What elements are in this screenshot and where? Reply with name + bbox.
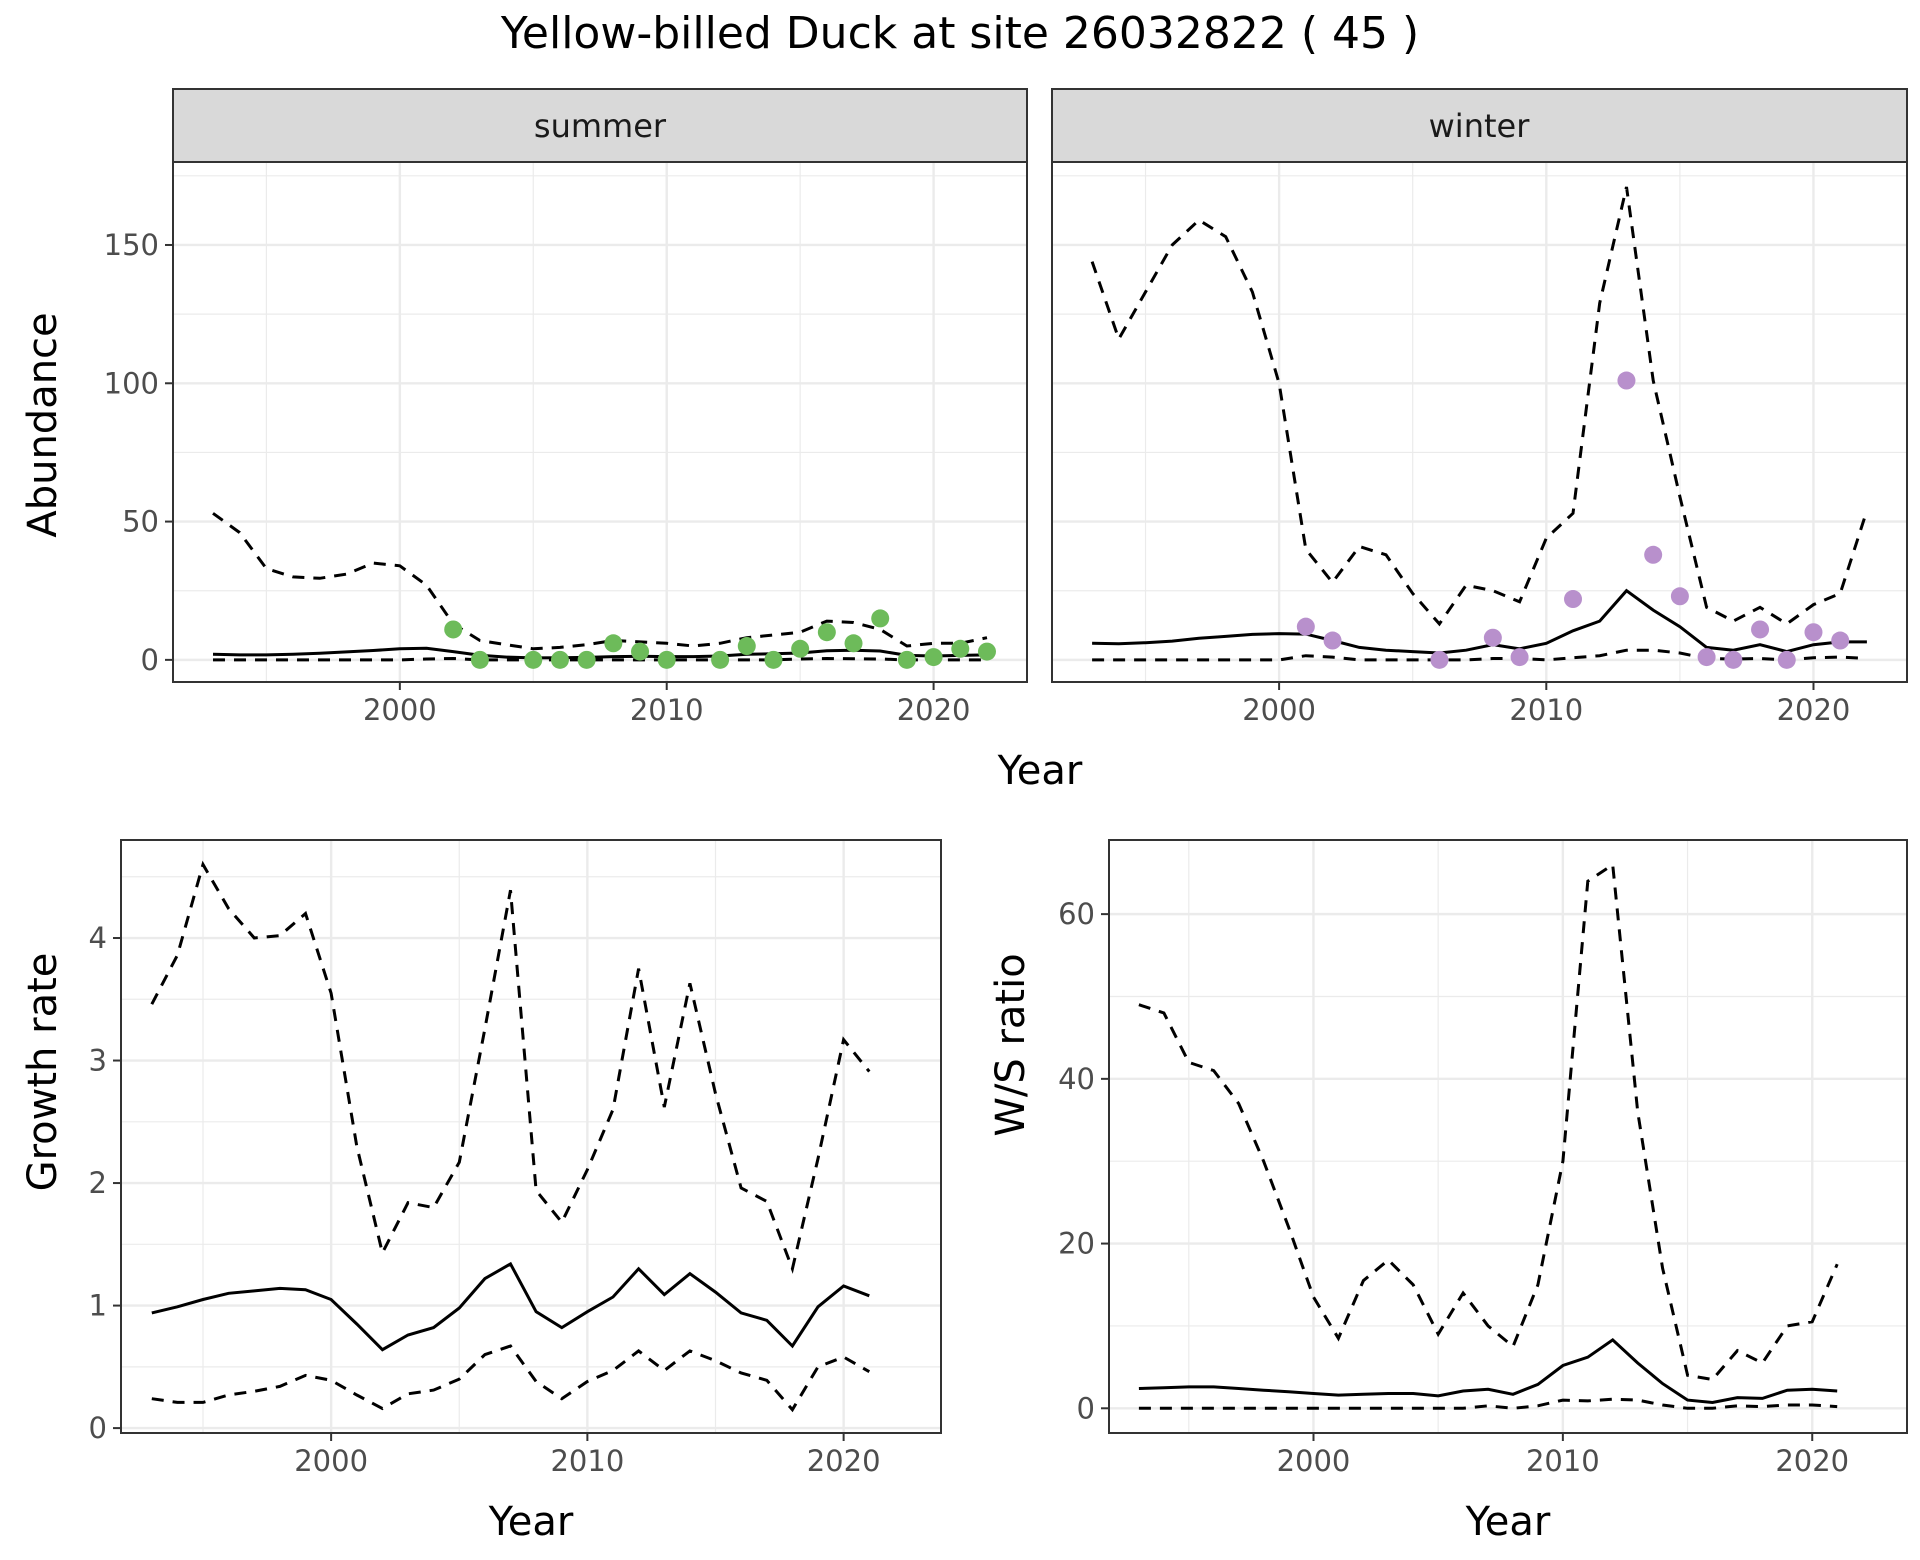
y-tick-label: 0	[1077, 1391, 1095, 1425]
upper-bound-line	[1138, 862, 1839, 1382]
abundance-chart: summer 2000 2010 2020 0 50 100 150 winter 2000…	[20, 88, 1908, 794]
observed-count-point	[1644, 545, 1663, 564]
upper-bound-line	[1090, 186, 1869, 627]
observed-count-point	[1483, 628, 1502, 647]
observed-count-point	[1777, 650, 1796, 669]
x-tick-label: 2000	[363, 693, 437, 727]
x-tick-label: 2020	[897, 693, 971, 727]
observed-count-point	[1670, 587, 1689, 606]
x-tick-label: 2000	[294, 1444, 368, 1478]
winter-strip	[1051, 88, 1908, 163]
median-line	[1138, 1337, 1838, 1405]
median-line	[151, 1261, 870, 1352]
upper-bound-line	[212, 512, 988, 651]
y-tick-label: 4	[89, 921, 107, 955]
y-tick-label: 20	[1058, 1227, 1095, 1261]
y-tick-label: 1	[89, 1289, 107, 1323]
observed-count-point	[951, 639, 970, 658]
ratio-y-axis-title: W/S ratio	[988, 953, 1034, 1136]
median-line	[1092, 588, 1867, 655]
y-tick-label: 0	[89, 1411, 107, 1445]
abundance-y-axis-title: Abundance	[20, 312, 66, 537]
y-tick-label: 2	[89, 1166, 107, 1200]
x-tick-label: 2010	[1509, 693, 1583, 727]
summer-plot-area: 2000 2010 2020 0 50 100 150	[104, 161, 1028, 727]
lower-bound-line	[1138, 1397, 1838, 1410]
x-tick-label: 2010	[630, 693, 704, 727]
winter-panel: winter 2000 2010 2020	[1051, 88, 1908, 727]
upper-bound-line	[150, 860, 871, 1274]
observed-count-point	[897, 650, 916, 669]
y-tick-label: 150	[104, 228, 159, 262]
observed-count-point	[871, 609, 890, 628]
lower-bound-line	[151, 1344, 871, 1413]
x-tick-label: 2010	[550, 1444, 624, 1478]
abundance-x-axis-title: Year	[997, 748, 1083, 794]
observed-count-point	[711, 650, 730, 669]
ratio-x-axis-title: Year	[1465, 1499, 1551, 1545]
observed-count-point	[470, 650, 489, 669]
growth-rate-chart: 2000 2010 2020 0 1 2 3 4 Year Growth rate	[20, 839, 942, 1545]
x-tick-label: 2000	[1277, 1444, 1351, 1478]
observed-count-point	[1804, 623, 1823, 642]
ratio-plot-area: 2000 2010 2020 0 20 40 60	[1058, 839, 1908, 1478]
winter-plot-area: 2000 2010 2020	[1051, 161, 1908, 727]
observed-count-point	[657, 650, 676, 669]
lower-bound-line	[1092, 648, 1867, 662]
observed-count-point	[550, 650, 569, 669]
observed-count-point	[1724, 650, 1743, 669]
observed-count-point	[604, 634, 623, 653]
figure-title: Yellow-billed Duck at site 26032822 ( 45…	[500, 8, 1419, 59]
winter-strip-label: winter	[1429, 107, 1531, 145]
x-tick-label: 2020	[1777, 693, 1851, 727]
observed-count-point	[631, 642, 650, 661]
y-tick-label: 100	[104, 366, 159, 400]
summer-panel: summer 2000 2010 2020 0 50 100 150	[104, 88, 1028, 727]
observed-count-point	[844, 634, 863, 653]
summer-strip-label: summer	[534, 107, 667, 145]
observed-count-point	[1697, 648, 1716, 667]
y-tick-label: 40	[1058, 1062, 1095, 1096]
panel-border	[172, 161, 1028, 683]
observed-count-point	[1323, 631, 1342, 650]
observed-count-point	[764, 650, 783, 669]
x-tick-label: 2020	[1775, 1444, 1849, 1478]
observed-count-point	[1510, 648, 1529, 667]
observed-count-point	[1296, 617, 1315, 636]
ws-ratio-chart: 2000 2010 2020 0 20 40 60 Year W/S ratio	[988, 839, 1908, 1545]
x-tick-label: 2020	[807, 1444, 881, 1478]
observed-count-point	[1617, 371, 1636, 390]
x-tick-label: 2010	[1526, 1444, 1600, 1478]
y-tick-label: 60	[1058, 897, 1095, 931]
observed-count-point	[1831, 631, 1850, 650]
lower-bound-line	[213, 656, 987, 662]
observed-count-point	[737, 637, 756, 656]
median-line	[212, 646, 988, 660]
observed-count-point	[444, 620, 463, 639]
panel-border	[1108, 839, 1908, 1434]
growth-y-axis-title: Growth rate	[20, 953, 66, 1192]
observed-count-point	[977, 642, 996, 661]
observed-count-point	[524, 650, 543, 669]
summer-strip	[172, 88, 1028, 163]
y-tick-label: 0	[141, 643, 159, 677]
x-tick-label: 2000	[1242, 693, 1316, 727]
observed-count-point	[1430, 650, 1449, 669]
observed-count-point	[817, 623, 836, 642]
growth-plot-area: 2000 2010 2020 0 1 2 3 4	[89, 839, 942, 1478]
observed-count-point	[1564, 590, 1583, 609]
observed-count-point	[791, 639, 810, 658]
y-tick-label: 3	[89, 1044, 107, 1078]
growth-x-axis-title: Year	[488, 1499, 574, 1545]
observed-count-point	[577, 650, 596, 669]
panel-border	[120, 839, 942, 1434]
observed-count-point	[1751, 620, 1770, 639]
y-tick-label: 50	[122, 505, 159, 539]
panel-border	[1051, 161, 1908, 683]
observed-count-point	[924, 648, 943, 667]
